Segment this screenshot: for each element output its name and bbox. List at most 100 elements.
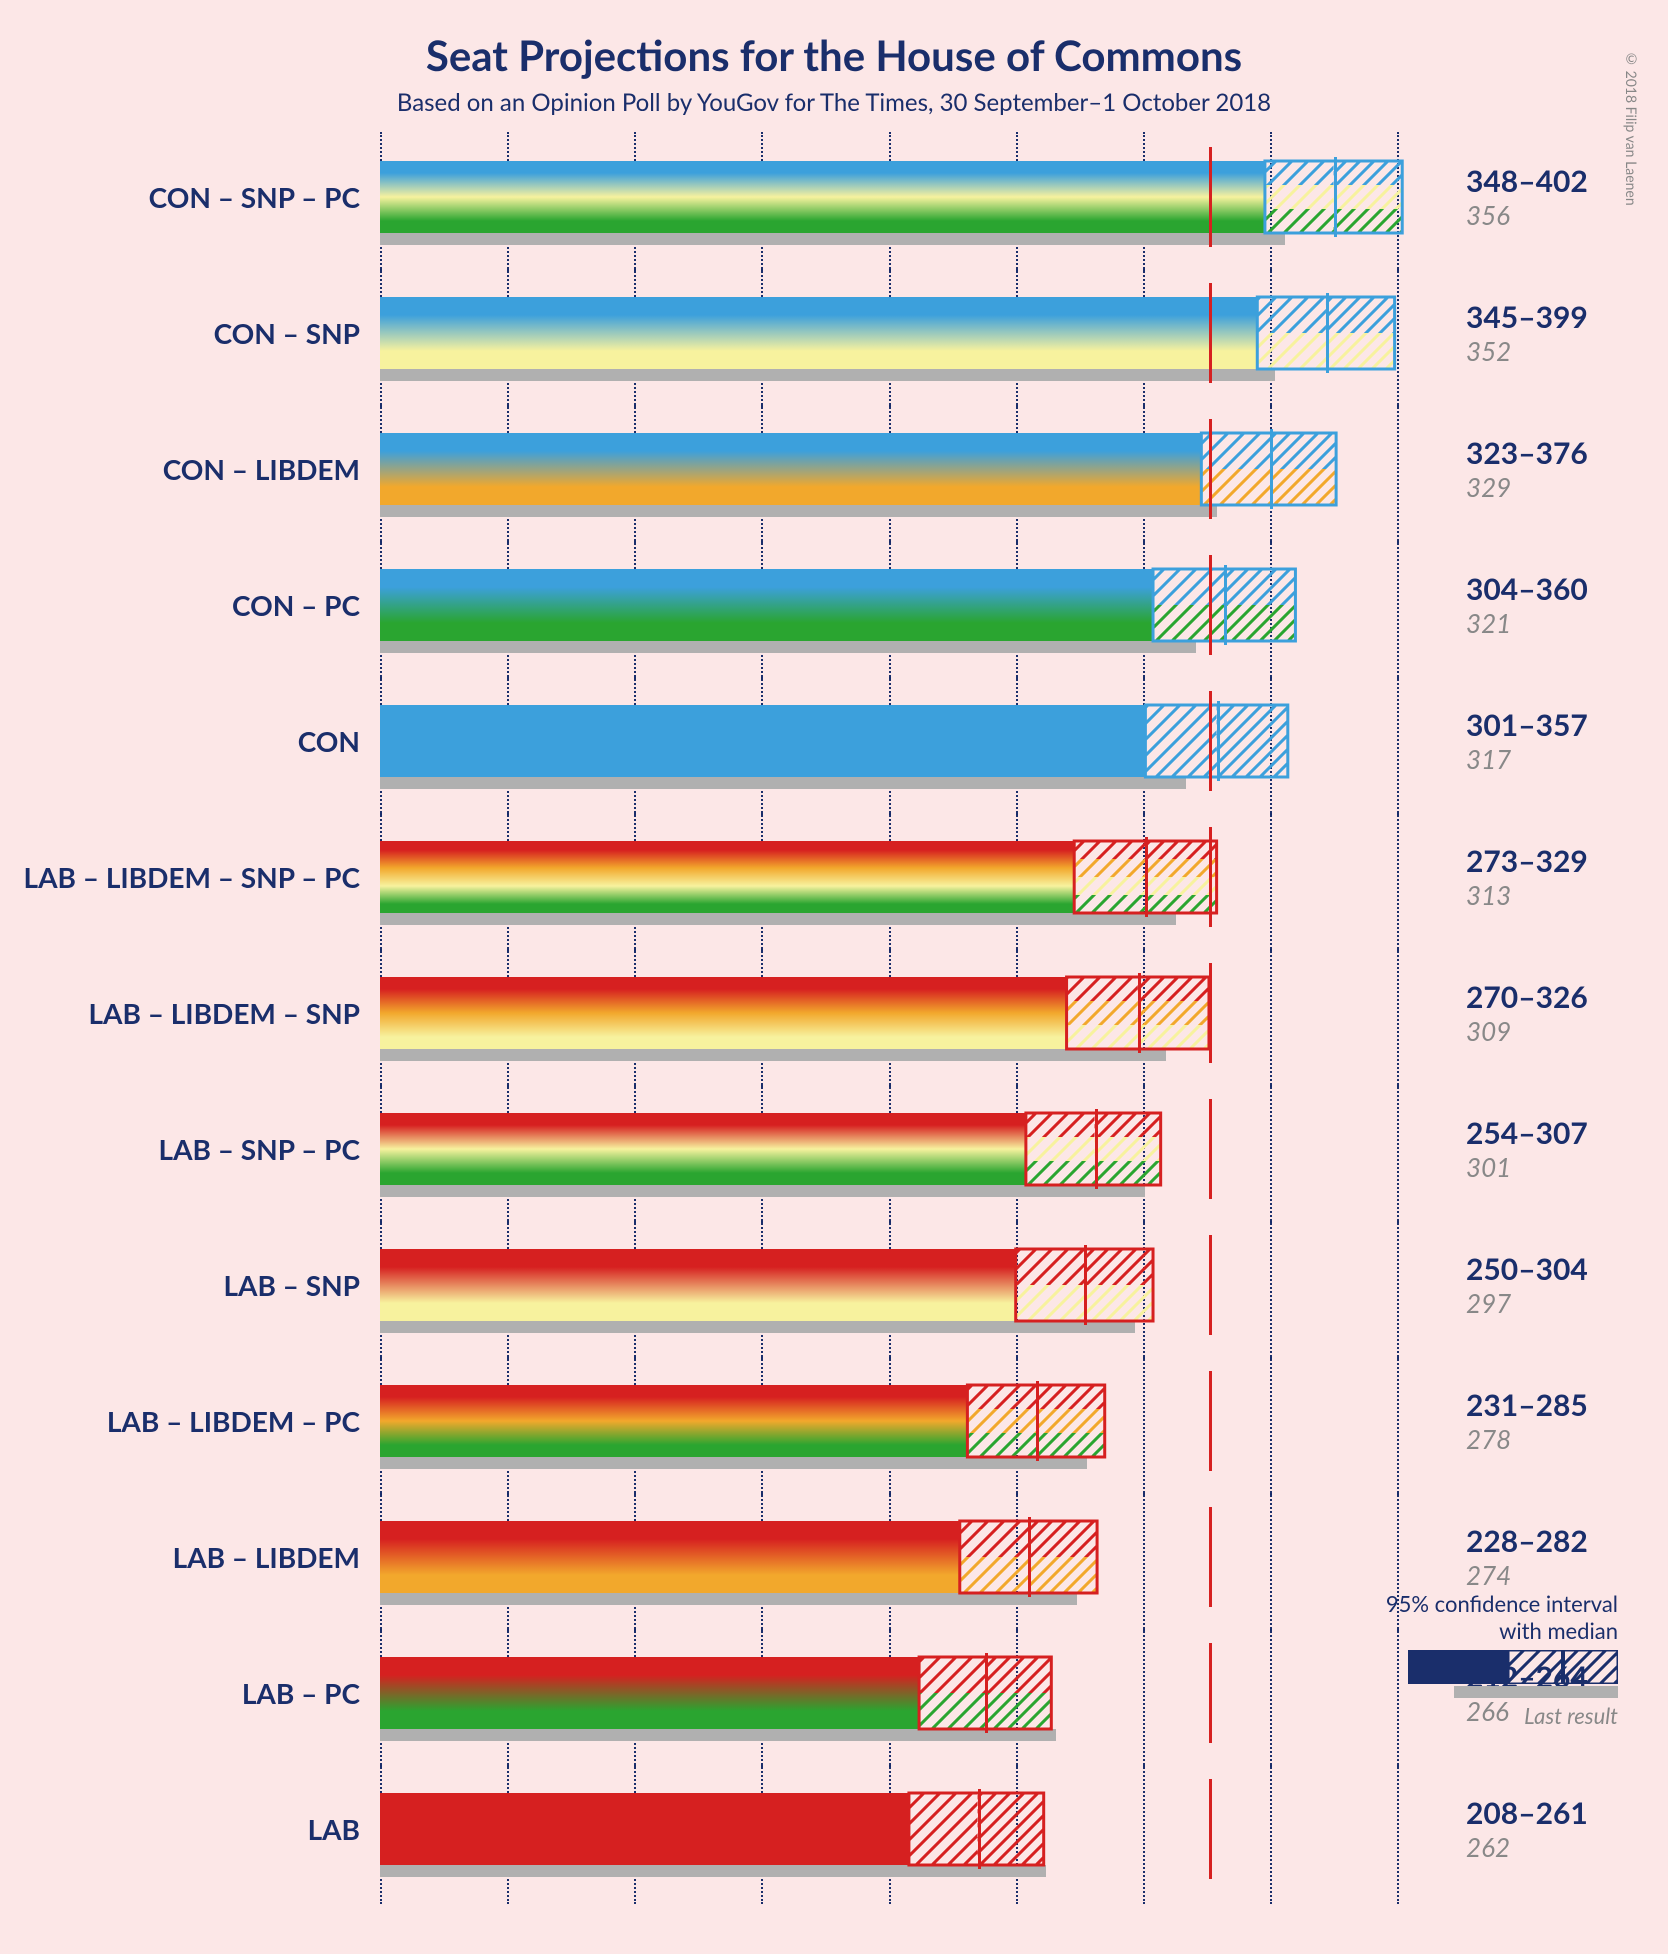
coalition-label: CON — [20, 724, 380, 758]
majority-line — [1209, 691, 1212, 791]
coalition-label: CON – SNP — [20, 316, 380, 350]
bar-area — [380, 419, 1448, 519]
last-result-value: 297 — [1466, 1287, 1648, 1319]
legend-ci-line1: 95% confidence interval — [1386, 1590, 1618, 1617]
coalition-label: LAB — [20, 1812, 380, 1846]
range-value: 270–326 — [1466, 979, 1648, 1015]
bar-wrapper — [380, 1521, 1448, 1593]
last-result-value: 317 — [1466, 743, 1648, 775]
chart-subtitle: Based on an Opinion Poll by YouGov for T… — [20, 88, 1648, 117]
median-line — [1217, 701, 1220, 781]
ci-svg — [380, 1249, 1448, 1321]
last-result-bar — [380, 1457, 1087, 1469]
bar-wrapper — [380, 705, 1448, 777]
median-line — [1028, 1517, 1031, 1597]
bar-wrapper — [380, 297, 1448, 369]
coalition-label: LAB – LIBDEM – SNP — [20, 996, 380, 1030]
coalition-row: LAB 208–261262 — [20, 1779, 1648, 1879]
majority-line — [1209, 1507, 1212, 1607]
bar-area — [380, 963, 1448, 1063]
ci-svg — [380, 297, 1448, 369]
majority-line — [1209, 963, 1212, 1063]
majority-line — [1209, 555, 1212, 655]
coalition-row: CON – SNP – PC 348–402356 — [20, 147, 1648, 247]
ci-svg — [380, 569, 1448, 641]
coalition-label: CON – LIBDEM — [20, 452, 380, 486]
majority-line — [1209, 827, 1212, 927]
coalition-row: CON – PC 304–360321 — [20, 555, 1648, 655]
coalition-label: LAB – LIBDEM — [20, 1540, 380, 1574]
majority-line — [1209, 1371, 1212, 1471]
range-value: 301–357 — [1466, 707, 1648, 743]
median-line — [985, 1653, 988, 1733]
ci-svg — [380, 705, 1448, 777]
last-result-value: 321 — [1466, 607, 1648, 639]
bar-area — [380, 147, 1448, 247]
values: 250–304297 — [1448, 1251, 1648, 1319]
last-result-bar — [380, 1593, 1077, 1605]
bar-wrapper — [380, 1793, 1448, 1865]
legend-ci-line2: with median — [1386, 1617, 1618, 1644]
bar-area — [380, 1371, 1448, 1471]
last-result-value: 301 — [1466, 1151, 1648, 1183]
legend-last-result-label: Last result — [1386, 1702, 1618, 1729]
last-result-bar — [380, 1185, 1145, 1197]
legend: 95% confidence interval with median Last… — [1386, 1590, 1618, 1729]
majority-line — [1209, 1235, 1212, 1335]
range-value: 254–307 — [1466, 1115, 1648, 1151]
values: 304–360321 — [1448, 571, 1648, 639]
ci-svg — [380, 1657, 1448, 1729]
values: 231–285278 — [1448, 1387, 1648, 1455]
values: 270–326309 — [1448, 979, 1648, 1047]
coalition-row: CON 301–357317 — [20, 691, 1648, 791]
bar-area — [380, 1099, 1448, 1199]
last-result-bar — [380, 233, 1285, 245]
bar-area — [380, 1507, 1448, 1607]
range-value: 348–402 — [1466, 163, 1648, 199]
ci-svg — [380, 841, 1448, 913]
legend-last-result-bar — [1454, 1686, 1618, 1698]
bar-wrapper — [380, 433, 1448, 505]
median-line — [1224, 565, 1227, 645]
legend-bar — [1386, 1650, 1618, 1684]
bar-area — [380, 555, 1448, 655]
median-line — [1036, 1381, 1039, 1461]
coalition-label: LAB – LIBDEM – PC — [20, 1404, 380, 1438]
coalition-label: CON – SNP – PC — [20, 180, 380, 214]
bar-area — [380, 1643, 1448, 1743]
ci-svg — [380, 1521, 1448, 1593]
ci-svg — [380, 1385, 1448, 1457]
last-result-value: 278 — [1466, 1423, 1648, 1455]
median-line — [1145, 837, 1148, 917]
coalition-row: LAB – SNP – PC 254–307301 — [20, 1099, 1648, 1199]
bar-area — [380, 283, 1448, 383]
legend-last-result-row — [1386, 1686, 1618, 1698]
values: 208–261262 — [1448, 1795, 1648, 1863]
ci-svg — [380, 161, 1448, 233]
chart-container: © 2018 Filip van Laenen Seat Projections… — [20, 30, 1648, 1879]
bar-wrapper — [380, 1657, 1448, 1729]
bar-wrapper — [380, 1385, 1448, 1457]
range-value: 250–304 — [1466, 1251, 1648, 1287]
values: 273–329313 — [1448, 843, 1648, 911]
last-result-value: 313 — [1466, 879, 1648, 911]
values: 228–282274 — [1448, 1523, 1648, 1591]
bar-wrapper — [380, 161, 1448, 233]
bar-wrapper — [380, 1113, 1448, 1185]
range-value: 273–329 — [1466, 843, 1648, 879]
legend-solid-bar — [1408, 1650, 1508, 1684]
majority-line — [1209, 1643, 1212, 1743]
range-value: 208–261 — [1466, 1795, 1648, 1831]
range-value: 345–399 — [1466, 299, 1648, 335]
median-line — [1334, 157, 1337, 237]
bar-area — [380, 1779, 1448, 1879]
last-result-bar — [380, 1049, 1166, 1061]
median-line — [1326, 293, 1329, 373]
median-line — [1084, 1245, 1087, 1325]
bar-wrapper — [380, 1249, 1448, 1321]
coalition-row: CON – SNP 345–399352 — [20, 283, 1648, 383]
majority-line — [1209, 283, 1212, 383]
coalition-row: LAB – SNP 250–304297 — [20, 1235, 1648, 1335]
ci-svg — [380, 977, 1448, 1049]
coalition-label: CON – PC — [20, 588, 380, 622]
